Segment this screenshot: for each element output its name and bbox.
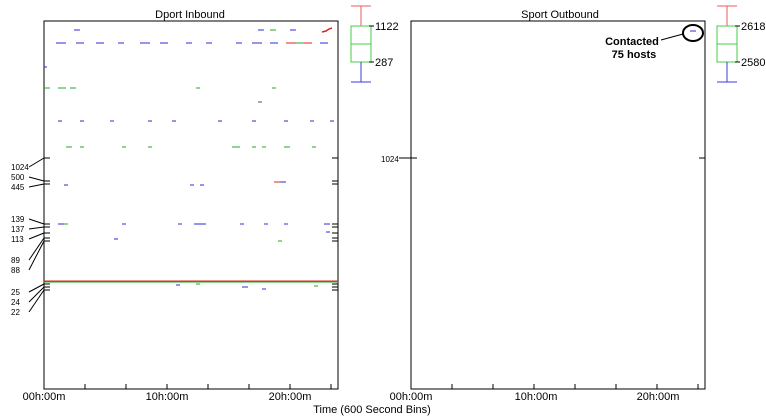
left-x-tick-label: 10h:00m <box>146 391 189 403</box>
annotation-line-1: Contacted <box>605 36 659 48</box>
left-y-label-89: 89 <box>11 256 20 265</box>
left-y-label-25: 25 <box>11 288 20 297</box>
annotation-line-2: 75 hosts <box>612 49 657 61</box>
leader-line <box>28 226 45 230</box>
left-y-label-137: 137 <box>11 225 25 234</box>
left-plot-frame <box>43 20 339 390</box>
left-y-label-113: 113 <box>11 235 24 244</box>
left-x-axis <box>43 384 332 389</box>
right-box-label-low: 2580 <box>741 57 765 69</box>
left-port-ticks <box>44 157 338 291</box>
left-x-tick-label: 20h:00m <box>269 391 312 403</box>
leader-line <box>28 289 45 313</box>
leader-line <box>28 232 45 240</box>
leader-line <box>28 286 45 303</box>
right-box-label-high: 2618 <box>741 21 765 33</box>
leader-line <box>28 157 45 168</box>
left-box-label-high: 1122 <box>375 21 399 33</box>
right-x-tick-label: 00h:00m <box>390 391 433 403</box>
right-boxplot <box>716 5 740 83</box>
leader-line <box>28 218 45 225</box>
leader-line <box>28 176 45 182</box>
right-chart-title: Sport Outbound <box>521 9 599 21</box>
left-y-label-445: 445 <box>11 183 25 192</box>
left-x-tick-label: 00h:00m <box>23 391 66 403</box>
left-plot-marks <box>44 27 338 290</box>
annotation-connector <box>660 33 684 41</box>
red-squiggle <box>321 27 333 33</box>
leader-line <box>28 183 45 188</box>
left-y-label-139: 139 <box>11 215 25 224</box>
leader-line <box>28 240 45 271</box>
left-chart-title: Dport Inbound <box>155 9 225 21</box>
left-y-label-88: 88 <box>11 266 20 275</box>
left-box-label-low: 287 <box>375 57 393 69</box>
leader-line <box>28 283 45 293</box>
right-x-tick-label: 10h:00m <box>515 391 558 403</box>
right-x-axis <box>410 384 699 389</box>
left-boxplot <box>350 5 374 83</box>
right-plot-frame <box>410 20 706 390</box>
leader-line <box>28 237 45 261</box>
left-y-label-500: 500 <box>11 173 25 182</box>
annotation-circle <box>682 24 704 42</box>
left-y-label-22: 22 <box>11 308 20 317</box>
left-y-label-1024: 1024 <box>11 163 29 172</box>
left-y-label-24: 24 <box>11 298 20 307</box>
x-axis-label: Time (600 Second Bins) <box>313 404 431 416</box>
right-x-tick-label: 20h:00m <box>637 391 680 403</box>
left-y-leaders <box>28 157 45 313</box>
right-y-label-1024: 1024 <box>381 155 399 164</box>
